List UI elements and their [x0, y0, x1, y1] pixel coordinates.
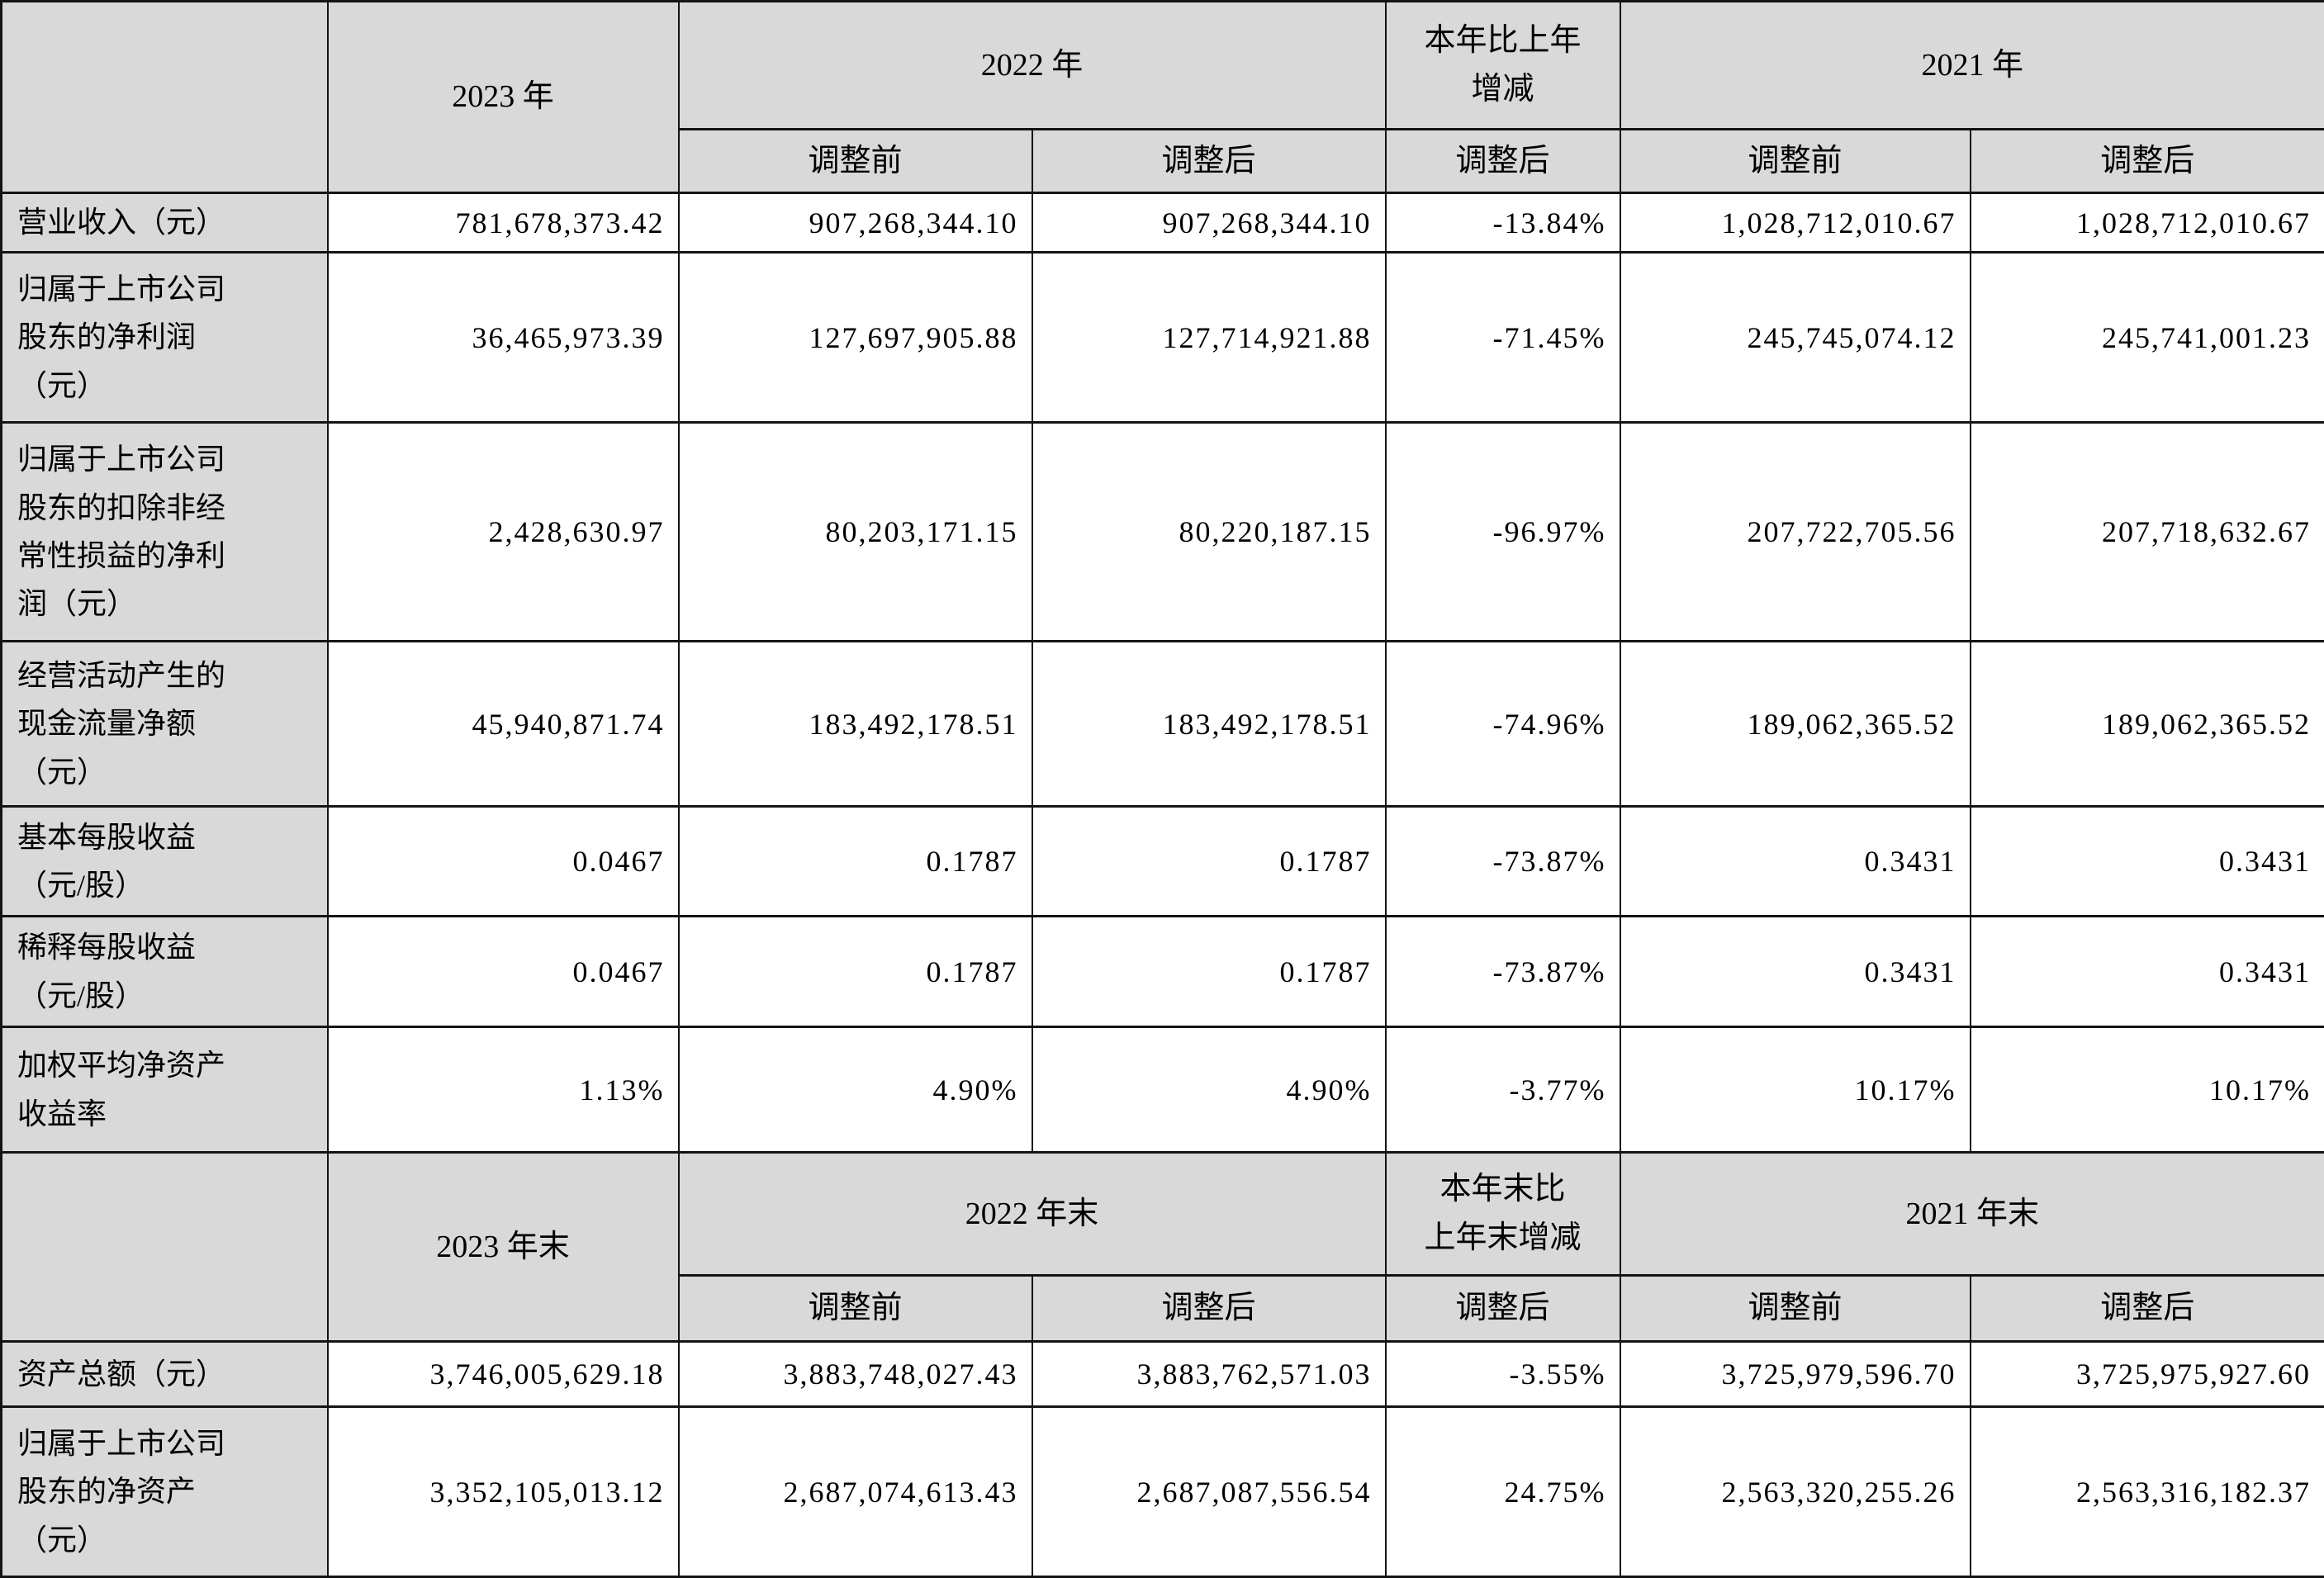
value-cell: -73.87%	[1386, 917, 1620, 1027]
row-label: 营业收入（元）	[2, 193, 328, 253]
adjust-after-header: 调整后	[1032, 130, 1386, 193]
value-cell: 80,203,171.15	[679, 423, 1032, 642]
value-cell: 0.0467	[328, 807, 679, 917]
value-cell: 0.1787	[679, 807, 1032, 917]
table-row: 资产总额（元） 3,746,005,629.18 3,883,748,027.4…	[2, 1342, 2324, 1407]
row-label: 资产总额（元）	[2, 1342, 328, 1407]
value-cell: 36,465,973.39	[328, 253, 679, 423]
value-cell: -13.84%	[1386, 193, 1620, 253]
value-cell: 183,492,178.51	[679, 642, 1032, 807]
table-row: 经营活动产生的 现金流量净额 （元） 45,940,871.74 183,492…	[2, 642, 2324, 807]
value-cell: 2,563,320,255.26	[1620, 1407, 1971, 1577]
value-cell: 189,062,365.52	[1620, 642, 1971, 807]
value-cell: 3,883,748,027.43	[679, 1342, 1032, 1407]
value-cell: 189,062,365.52	[1971, 642, 2324, 807]
value-cell: 45,940,871.74	[328, 642, 679, 807]
row-label: 归属于上市公司 股东的扣除非经 常性损益的净利 润（元）	[2, 423, 328, 642]
value-cell: 3,725,979,596.70	[1620, 1342, 1971, 1407]
adjust-after-header: 调整后	[1032, 1276, 1386, 1342]
value-cell: 907,268,344.10	[679, 193, 1032, 253]
value-cell: 0.1787	[679, 917, 1032, 1027]
table-row: 营业收入（元） 781,678,373.42 907,268,344.10 90…	[2, 193, 2324, 253]
value-cell: 10.17%	[1971, 1027, 2324, 1153]
value-cell: 127,714,921.88	[1032, 253, 1386, 423]
table-row: 稀释每股收益 （元/股） 0.0467 0.1787 0.1787 -73.87…	[2, 917, 2324, 1027]
value-cell: 0.3431	[1620, 807, 1971, 917]
value-cell: 907,268,344.10	[1032, 193, 1386, 253]
corner-cell	[2, 1153, 328, 1342]
table-row: 基本每股收益 （元/股） 0.0467 0.1787 0.1787 -73.87…	[2, 807, 2324, 917]
value-cell: 207,718,632.67	[1971, 423, 2324, 642]
yearend-2021-header: 2021 年末	[1620, 1153, 2324, 1276]
corner-cell	[2, 2, 328, 193]
year-2023-header: 2023 年	[328, 2, 679, 193]
value-cell: 207,722,705.56	[1620, 423, 1971, 642]
value-cell: -71.45%	[1386, 253, 1620, 423]
value-cell: 0.3431	[1971, 807, 2324, 917]
value-cell: 127,697,905.88	[679, 253, 1032, 423]
value-cell: -73.87%	[1386, 807, 1620, 917]
value-cell: 245,745,074.12	[1620, 253, 1971, 423]
value-cell: 1,028,712,010.67	[1971, 193, 2324, 253]
yearend-change-header: 本年末比 上年末增减	[1386, 1153, 1620, 1276]
value-cell: 10.17%	[1620, 1027, 1971, 1153]
value-cell: 0.1787	[1032, 807, 1386, 917]
year-2022-header: 2022 年	[679, 2, 1386, 130]
value-cell: 80,220,187.15	[1032, 423, 1386, 642]
adjust-before-header: 调整前	[679, 130, 1032, 193]
section2-header-row: 2023 年末 2022 年末 本年末比 上年末增减 2021 年末	[2, 1153, 2324, 1276]
value-cell: 2,428,630.97	[328, 423, 679, 642]
yearend-2023-header: 2023 年末	[328, 1153, 679, 1342]
value-cell: -74.96%	[1386, 642, 1620, 807]
adjust-after-header: 调整后	[1386, 1276, 1620, 1342]
table-row: 加权平均净资产 收益率 1.13% 4.90% 4.90% -3.77% 10.…	[2, 1027, 2324, 1153]
value-cell: 24.75%	[1386, 1407, 1620, 1577]
value-cell: 2,687,087,556.54	[1032, 1407, 1386, 1577]
value-cell: 0.1787	[1032, 917, 1386, 1027]
value-cell: 1.13%	[328, 1027, 679, 1153]
adjust-before-header: 调整前	[679, 1276, 1032, 1342]
value-cell: 0.3431	[1620, 917, 1971, 1027]
year-2021-header: 2021 年	[1620, 2, 2324, 130]
value-cell: 183,492,178.51	[1032, 642, 1386, 807]
adjust-after-header: 调整后	[1971, 130, 2324, 193]
row-label: 加权平均净资产 收益率	[2, 1027, 328, 1153]
adjust-after-header: 调整后	[1386, 130, 1620, 193]
table-row: 归属于上市公司 股东的净资产 （元） 3,352,105,013.12 2,68…	[2, 1407, 2324, 1577]
change-header: 本年比上年 增减	[1386, 2, 1620, 130]
value-cell: 781,678,373.42	[328, 193, 679, 253]
value-cell: 2,563,316,182.37	[1971, 1407, 2324, 1577]
value-cell: 3,725,975,927.60	[1971, 1342, 2324, 1407]
row-label: 归属于上市公司 股东的净资产 （元）	[2, 1407, 328, 1577]
value-cell: -3.55%	[1386, 1342, 1620, 1407]
value-cell: 0.0467	[328, 917, 679, 1027]
value-cell: 3,746,005,629.18	[328, 1342, 679, 1407]
row-label: 归属于上市公司 股东的净利润 （元）	[2, 253, 328, 423]
yearend-2022-header: 2022 年末	[679, 1153, 1386, 1276]
adjust-before-header: 调整前	[1620, 130, 1971, 193]
table-row: 归属于上市公司 股东的扣除非经 常性损益的净利 润（元） 2,428,630.9…	[2, 423, 2324, 642]
row-label: 稀释每股收益 （元/股）	[2, 917, 328, 1027]
value-cell: 245,741,001.23	[1971, 253, 2324, 423]
value-cell: 4.90%	[679, 1027, 1032, 1153]
adjust-before-header: 调整前	[1620, 1276, 1971, 1342]
value-cell: -96.97%	[1386, 423, 1620, 642]
value-cell: 3,883,762,571.03	[1032, 1342, 1386, 1407]
row-label: 基本每股收益 （元/股）	[2, 807, 328, 917]
value-cell: 4.90%	[1032, 1027, 1386, 1153]
adjust-after-header: 调整后	[1971, 1276, 2324, 1342]
value-cell: 3,352,105,013.12	[328, 1407, 679, 1577]
value-cell: 2,687,074,613.43	[679, 1407, 1032, 1577]
value-cell: 0.3431	[1971, 917, 2324, 1027]
section1-header-row: 2023 年 2022 年 本年比上年 增减 2021 年	[2, 2, 2324, 130]
value-cell: -3.77%	[1386, 1027, 1620, 1153]
value-cell: 1,028,712,010.67	[1620, 193, 1971, 253]
row-label: 经营活动产生的 现金流量净额 （元）	[2, 642, 328, 807]
table-row: 归属于上市公司 股东的净利润 （元） 36,465,973.39 127,697…	[2, 253, 2324, 423]
